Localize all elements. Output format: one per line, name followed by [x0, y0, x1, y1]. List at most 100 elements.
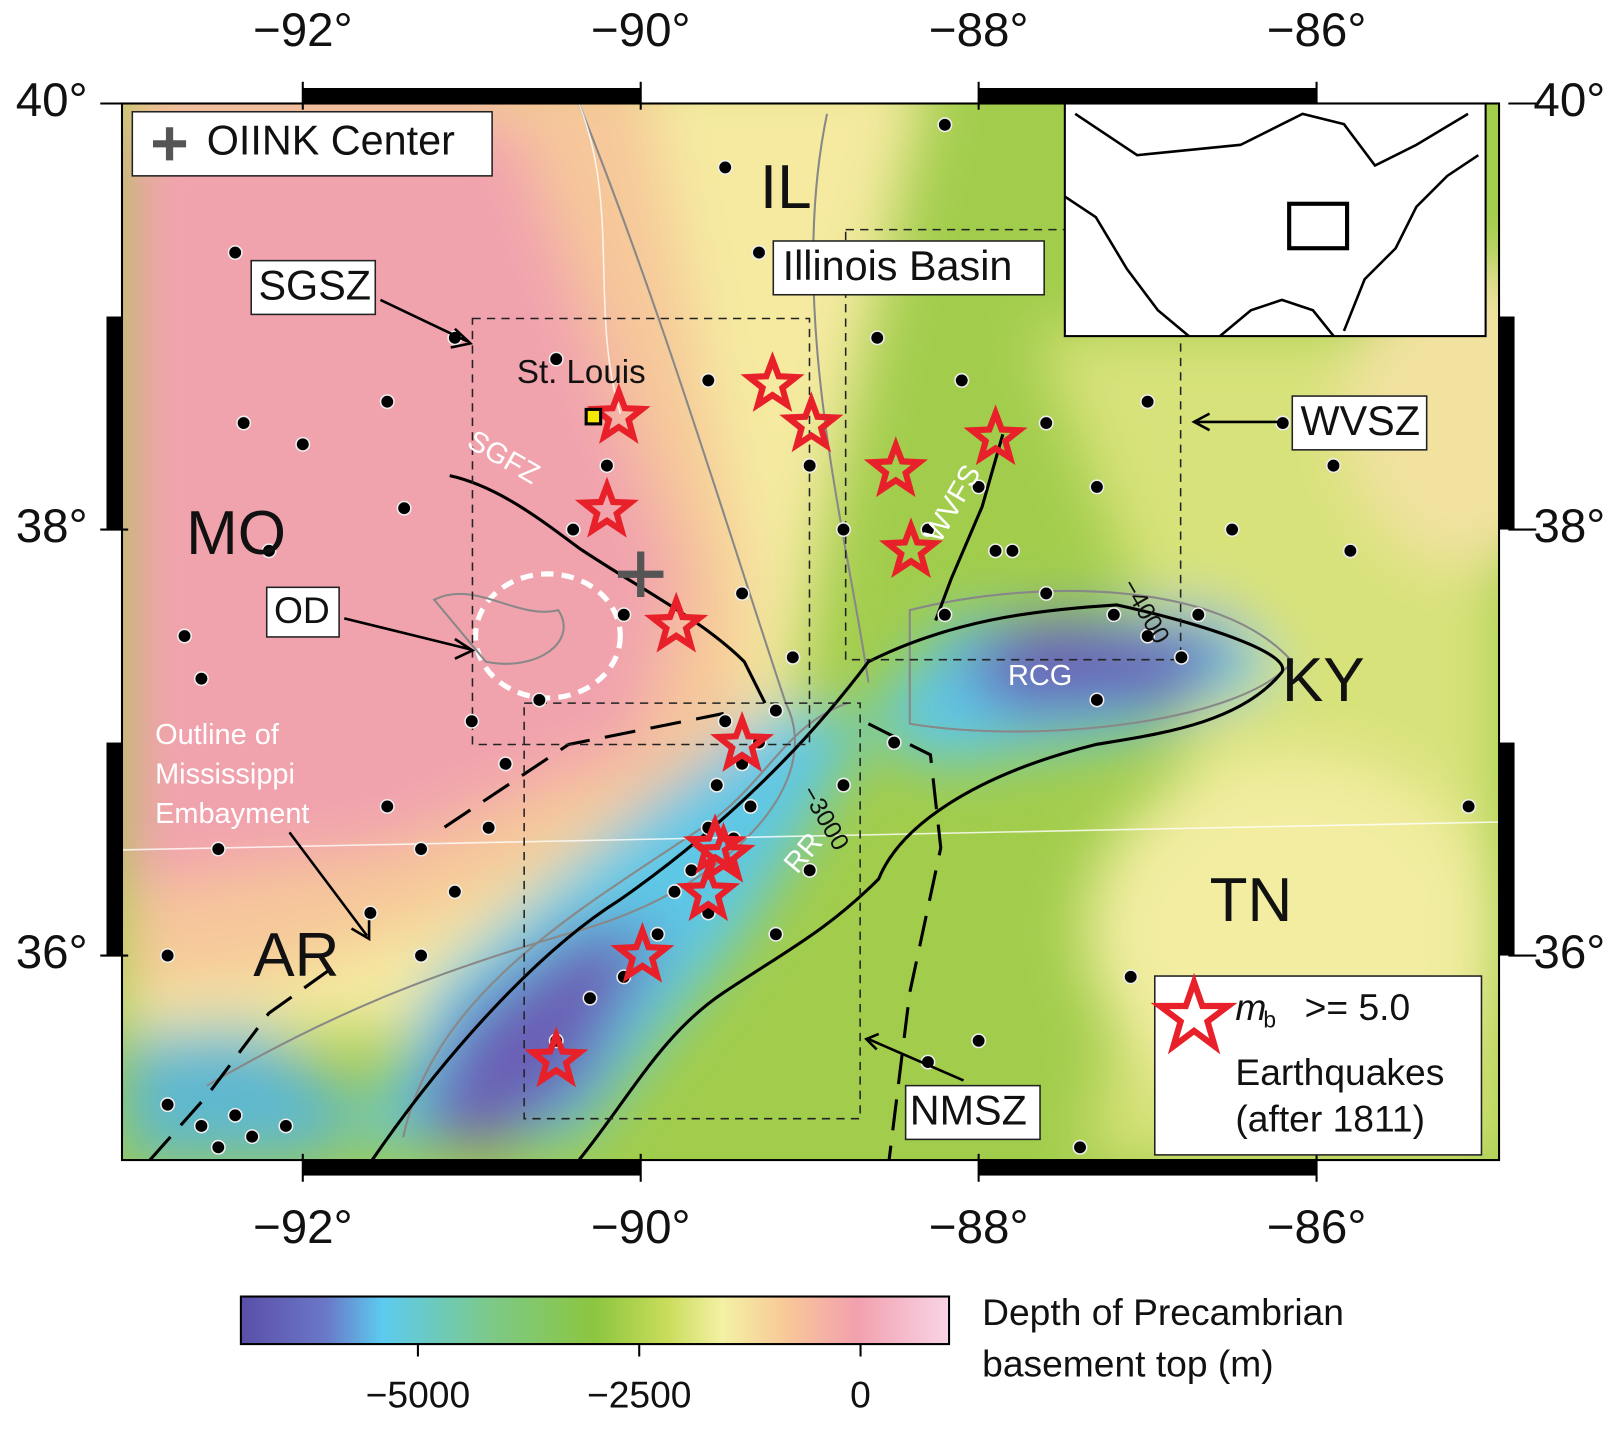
- large-earthquake: [691, 821, 756, 883]
- earthquake: [988, 543, 1004, 559]
- earthquake: [717, 159, 733, 175]
- colorbar-tick-label: 0: [850, 1374, 871, 1416]
- earthquake: [210, 1139, 226, 1155]
- legend-text: Earthquakes: [1235, 1051, 1444, 1093]
- y-tick-label: 40°: [16, 74, 88, 127]
- large-earthquake: [676, 860, 741, 922]
- state-label: AR: [253, 921, 339, 990]
- earthquake: [464, 713, 480, 729]
- earthquake: [683, 862, 699, 878]
- oiink-center-marker: [617, 551, 664, 598]
- y-tick-label: 36°: [1533, 926, 1605, 979]
- frame-bar: [1499, 316, 1515, 530]
- earthquake: [650, 926, 666, 942]
- earthquake: [447, 884, 463, 900]
- large-earthquake: [574, 476, 639, 538]
- earthquake: [599, 458, 615, 474]
- earthquake: [835, 522, 851, 538]
- large-earthquake: [644, 591, 709, 653]
- frame-bar: [106, 316, 122, 530]
- earthquake: [498, 756, 514, 772]
- frame-bar: [1499, 742, 1515, 956]
- map-frame: [120, 102, 1501, 1162]
- legend-text: m: [1235, 986, 1266, 1028]
- y-tick-label: 40°: [1533, 74, 1605, 127]
- earthquake: [835, 777, 851, 793]
- earthquake: [920, 522, 936, 538]
- large-earthquake: [779, 391, 844, 453]
- y-tick-label: 38°: [16, 500, 88, 553]
- state-label: TN: [1210, 866, 1293, 935]
- earthquake: [236, 415, 252, 431]
- earthquake: [1038, 415, 1054, 431]
- earthquake: [1140, 394, 1156, 410]
- earthquake: [1089, 479, 1105, 495]
- region-label: Illinois Basin: [783, 243, 1013, 289]
- earthquake: [362, 905, 378, 921]
- earthquake: [886, 735, 902, 751]
- inset-map: [1063, 102, 1487, 338]
- earthquake: [413, 841, 429, 857]
- large-earthquake: [963, 404, 1028, 466]
- region-label: WVSZ: [1301, 398, 1420, 444]
- x-tick-label: −92°: [253, 1201, 353, 1254]
- city-label: St. Louis: [517, 354, 646, 391]
- large-earthquake: [740, 351, 805, 412]
- center-legend-text: OIINK Center: [207, 118, 455, 164]
- region-label: SGSZ: [258, 262, 371, 308]
- earthquake: [802, 458, 818, 474]
- earthquake: [709, 777, 725, 793]
- earthquake: [768, 926, 784, 942]
- embayment-label: Outline of Mississippi Embayment: [155, 719, 309, 830]
- state-label: KY: [1282, 646, 1365, 715]
- earthquake: [177, 628, 193, 644]
- colorbar-tick-label: −2500: [587, 1374, 692, 1416]
- earthquake: [743, 798, 759, 814]
- large-earthquake: [610, 921, 675, 983]
- center-legend-box: [131, 110, 493, 177]
- earthquake: [971, 1033, 987, 1049]
- large-earthquake: [863, 436, 928, 498]
- earthquake: [481, 820, 497, 836]
- earthquake: [1224, 522, 1240, 538]
- colorbar-title: Depth of Precambrian: [982, 1291, 1344, 1333]
- earthquake: [210, 841, 226, 857]
- earthquake: [616, 607, 632, 623]
- legend-text: b: [1263, 1007, 1276, 1033]
- earthquake: [261, 543, 277, 559]
- feature-label: RCG: [1008, 660, 1072, 692]
- earthquake: [193, 671, 209, 687]
- arrows: [288, 298, 1288, 1082]
- earthquake: [160, 948, 176, 964]
- state-label: IL: [760, 153, 812, 222]
- frame-bars: −92° −92° −90° −90° −88° −88° −86° −86° 40° 40° 38…: [16, 4, 1606, 1254]
- earthquake: [717, 713, 733, 729]
- earthquake: [1342, 543, 1358, 559]
- x-tick-label: −88°: [929, 1201, 1029, 1254]
- earthquake: [227, 245, 243, 261]
- earthquake: [785, 649, 801, 665]
- earthquake: [1072, 1139, 1088, 1155]
- earthquake: [751, 245, 767, 261]
- legend-text: (after 1811): [1235, 1098, 1425, 1140]
- earthquake: [937, 117, 953, 133]
- y-tick-label: 36°: [16, 926, 88, 979]
- x-tick-label: −86°: [1267, 1201, 1367, 1254]
- earthquake: [971, 479, 987, 495]
- x-tick-label: −88°: [929, 4, 1029, 57]
- frame-bar: [978, 87, 1317, 104]
- x-tick-label: −92°: [253, 4, 353, 57]
- earthquake: [1038, 585, 1054, 601]
- colorbar: [239, 1295, 951, 1346]
- earthquake: [734, 585, 750, 601]
- center-legend-icon: [153, 127, 187, 161]
- earthquake: [565, 522, 581, 538]
- frame-bar: [106, 742, 122, 956]
- colorbar-tick-label: −5000: [366, 1374, 471, 1416]
- earthquake: [379, 394, 395, 410]
- earthquake: [396, 500, 412, 516]
- earthquake: [1106, 607, 1122, 623]
- large-earthquake: [879, 517, 944, 579]
- large-earthquake: [524, 1026, 589, 1088]
- earthquake: [1173, 649, 1189, 665]
